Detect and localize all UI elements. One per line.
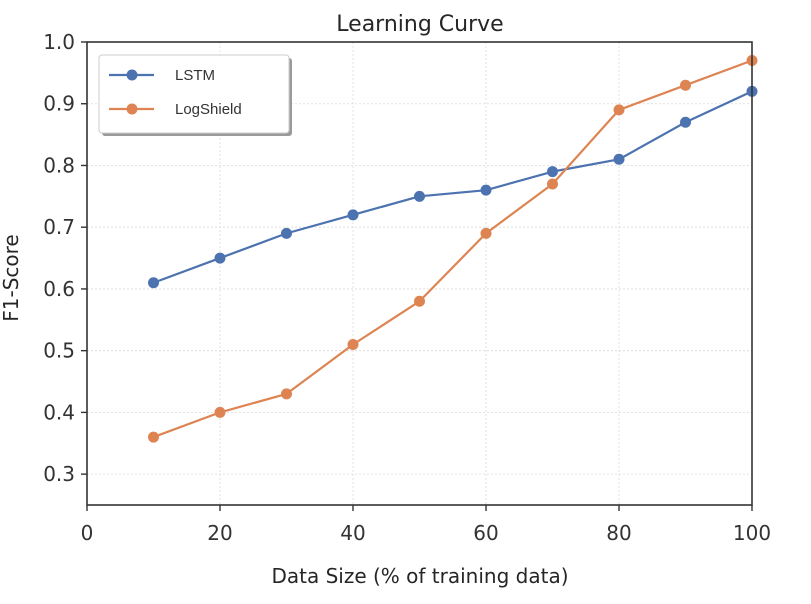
series-logshield xyxy=(148,55,758,443)
data-point-lstm xyxy=(347,209,359,221)
chart-title: Learning Curve xyxy=(336,12,503,37)
legend-marker xyxy=(126,103,138,115)
data-point-logshield xyxy=(480,227,492,239)
y-tick-label: 0.9 xyxy=(43,92,75,116)
data-point-lstm xyxy=(613,153,625,165)
legend-label: LogShield xyxy=(175,101,242,118)
y-tick-label: 0.6 xyxy=(43,277,75,301)
series-line-logshield xyxy=(153,59,753,439)
legend: LSTM LogShield xyxy=(98,54,292,136)
data-point-lstm xyxy=(281,227,292,239)
data-point-lstm xyxy=(480,184,492,196)
plot-frame xyxy=(86,41,753,506)
data-point-lstm xyxy=(214,252,226,264)
data-point-logshield xyxy=(414,295,425,307)
series-line-lstm xyxy=(153,90,753,284)
data-point-logshield xyxy=(148,431,159,443)
y-tick-label: 0.4 xyxy=(43,400,75,424)
y-tick-label: 0.5 xyxy=(43,339,75,363)
data-point-logshield xyxy=(547,178,558,190)
x-axis-label: Data Size (% of training data) xyxy=(271,564,568,588)
x-tick-label: 20 xyxy=(207,521,232,545)
data-point-logshield xyxy=(680,79,691,91)
data-point-lstm xyxy=(547,166,558,178)
legend-label: LSTM xyxy=(175,67,215,84)
data-point-logshield xyxy=(281,388,292,400)
data-point-lstm xyxy=(414,190,425,202)
y-axis-label: F1-Score xyxy=(0,234,23,321)
data-point-lstm xyxy=(148,277,159,289)
y-tick-label: 0.8 xyxy=(43,153,75,177)
ticks: 0 20 40 60 80 100 0.3 0.4 0.5 0.6 0.7 0.8 0.9 1.0 xyxy=(43,30,771,545)
y-tick-label: 0.7 xyxy=(43,215,75,239)
x-tick-label: 0 xyxy=(81,521,94,545)
data-point-logshield xyxy=(613,104,625,116)
data-point-lstm xyxy=(680,116,691,128)
data-point-logshield xyxy=(347,338,359,350)
data-point-logshield xyxy=(214,406,226,418)
x-tick-label: 40 xyxy=(340,521,365,545)
y-tick-label: 1.0 xyxy=(43,30,75,54)
legend-marker xyxy=(126,69,138,81)
y-tick-label: 0.3 xyxy=(43,462,75,486)
x-tick-label: 80 xyxy=(606,521,631,545)
x-tick-label: 60 xyxy=(473,521,498,545)
x-tick-label: 100 xyxy=(733,521,771,545)
